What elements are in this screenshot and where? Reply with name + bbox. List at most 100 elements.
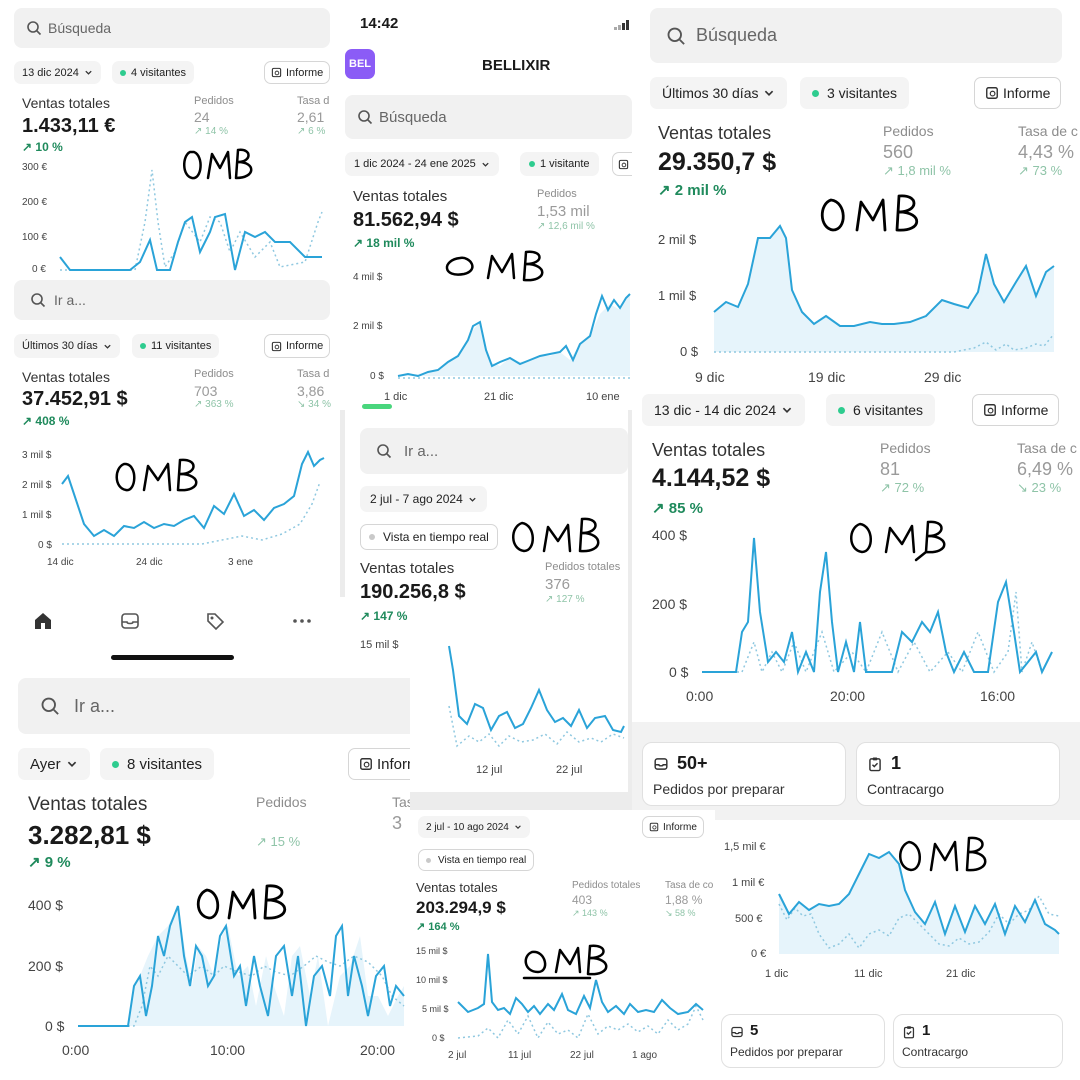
report-button[interactable]: Informe <box>348 748 410 780</box>
status-dot-icon <box>426 857 431 863</box>
panel-9: 50+ Pedidos por preparar 1 Contracargo <box>632 722 1080 820</box>
x-tick: 14 dic <box>47 557 74 568</box>
prep-label: Pedidos por preparar <box>730 1045 843 1059</box>
main-series-line <box>448 645 625 734</box>
x-tick: 20:00 <box>830 688 866 704</box>
store-name: BELLIXIR <box>482 57 551 74</box>
omb-signature <box>850 520 946 562</box>
orders-label: Pedidos <box>256 794 307 810</box>
visitors-count: 4 visitantes <box>131 66 187 79</box>
rate-label: Tasa d <box>297 368 330 380</box>
total-sales-label: Ventas totales <box>658 123 772 143</box>
search-icon <box>41 697 59 715</box>
orders-value: 1,53 mil <box>537 203 590 220</box>
date-range-selector[interactable]: 13 dic 2024 <box>14 61 101 84</box>
omb-signature <box>196 884 287 920</box>
sales-change-value: 164 % <box>428 921 460 933</box>
date-range-label: 2 jul - 10 ago 2024 <box>426 821 509 833</box>
report-button[interactable]: Informe <box>642 816 704 838</box>
y-tick: 500 € <box>735 913 763 925</box>
visitors-badge: 11 visitantes <box>132 334 220 358</box>
visitors-count: 8 visitantes <box>127 755 203 773</box>
home-indicator <box>111 655 234 660</box>
report-button[interactable] <box>612 152 632 176</box>
chargeback-count: 1 <box>922 1022 931 1039</box>
realtime-label: Vista en tiempo real <box>383 530 489 544</box>
chargeback-card[interactable]: 1 Contracargo <box>856 742 1060 806</box>
report-button[interactable]: Informe <box>264 334 331 358</box>
sales-change: ↗ 10 % <box>22 140 63 154</box>
date-range-selector[interactable]: 2 jul - 10 ago 2024 <box>418 816 530 838</box>
visitors-count: 6 visitantes <box>853 402 924 418</box>
visitors-badge: 1 visitante <box>520 152 599 176</box>
series-area-fill <box>779 852 1059 954</box>
search-bar[interactable]: Búsqueda <box>345 95 632 139</box>
y-tick: 15 mil $ <box>416 946 448 956</box>
date-range-selector[interactable]: 1 dic 2024 - 24 ene 2025 <box>345 152 499 176</box>
total-sales-label: Ventas totales <box>360 560 455 577</box>
store-avatar[interactable]: BEL <box>345 49 375 79</box>
orders-value: 403 <box>572 893 593 907</box>
rate-value: 3,86 <box>297 383 325 399</box>
date-range-selector[interactable]: 13 dic - 14 dic 2024 <box>642 394 806 426</box>
realtime-view-button[interactable]: Vista en tiempo real <box>418 849 535 871</box>
orders-to-prepare-card[interactable]: 5 Pedidos por preparar <box>721 1014 885 1068</box>
date-range-selector[interactable]: 2 jul - 7 ago 2024 <box>360 486 487 512</box>
search-bar[interactable]: Ir a... <box>360 428 628 474</box>
y-tick: 2 mil $ <box>658 232 697 247</box>
search-bar[interactable]: Ir a... <box>18 678 410 734</box>
report-button[interactable]: Informe <box>974 77 1062 109</box>
report-button[interactable]: Informe <box>972 394 1060 426</box>
y-tick: 4 mil $ <box>353 272 383 283</box>
orders-change: ↗ 72 % <box>880 480 925 495</box>
x-tick: 19 dic <box>808 369 846 385</box>
realtime-view-button[interactable]: Vista en tiempo real <box>360 524 498 550</box>
panel-10: 1,5 mil € 1 mil € 500 € 0 € 1 dic 11 dic… <box>715 820 1080 1080</box>
x-tick: 10 ene <box>586 391 620 403</box>
total-sales-label: Ventas totales <box>416 880 498 895</box>
date-range-selector[interactable]: Ayer <box>18 748 90 780</box>
search-placeholder: Búsqueda <box>48 20 112 36</box>
signal-icon <box>614 20 629 30</box>
search-placeholder: Búsqueda <box>379 108 447 126</box>
x-tick: 10:00 <box>210 1042 246 1058</box>
y-tick: 3 mil $ <box>22 450 52 461</box>
chevron-down-icon <box>85 70 92 75</box>
search-placeholder: Búsqueda <box>696 25 778 45</box>
search-bar[interactable]: Búsqueda <box>14 8 330 48</box>
y-tick: 0 $ <box>680 344 699 359</box>
chargeback-card[interactable]: 1 Contracargo <box>893 1014 1063 1068</box>
live-dot-icon <box>838 406 845 414</box>
tag-icon[interactable] <box>204 610 226 632</box>
main-series-line <box>778 850 1060 938</box>
date-range-selector[interactable]: Últimos 30 días <box>650 77 788 109</box>
omb-signature <box>115 458 198 492</box>
chevron-down-icon <box>765 90 774 96</box>
report-button[interactable]: Informe <box>264 61 331 84</box>
report-icon <box>271 67 282 78</box>
orders-label: Pedidos <box>883 123 934 139</box>
panel-8: 2 jul - 10 ago 2024 Informe Vista en tie… <box>410 810 715 1080</box>
main-series-line <box>397 293 631 378</box>
x-tick: 11 jul <box>508 1050 532 1061</box>
x-tick: 1 dic <box>384 391 408 403</box>
report-icon <box>271 341 282 351</box>
visitors-badge: 6 visitantes <box>826 394 936 426</box>
y-tick: 0 € <box>32 264 46 272</box>
orders-to-prepare-card[interactable]: 50+ Pedidos por preparar <box>642 742 846 806</box>
home-icon[interactable] <box>32 610 54 632</box>
date-range-selector[interactable]: Últimos 30 días <box>14 334 120 358</box>
x-tick: 0:00 <box>62 1042 90 1058</box>
search-bar[interactable]: Búsqueda <box>650 8 1062 63</box>
sales-change: ↗ 85 % <box>652 500 703 517</box>
chevron-down-icon <box>515 825 521 829</box>
more-icon[interactable] <box>291 610 313 632</box>
live-dot-icon <box>140 343 146 349</box>
series-area-fill <box>714 226 1054 352</box>
rate-value: 1,88 % <box>665 893 703 907</box>
prep-label: Pedidos por preparar <box>653 781 785 797</box>
series-area-fill <box>78 906 404 1026</box>
inbox-icon[interactable] <box>119 610 141 632</box>
search-bar[interactable]: Ir a... <box>14 280 330 320</box>
y-tick: 100 € <box>22 232 48 243</box>
